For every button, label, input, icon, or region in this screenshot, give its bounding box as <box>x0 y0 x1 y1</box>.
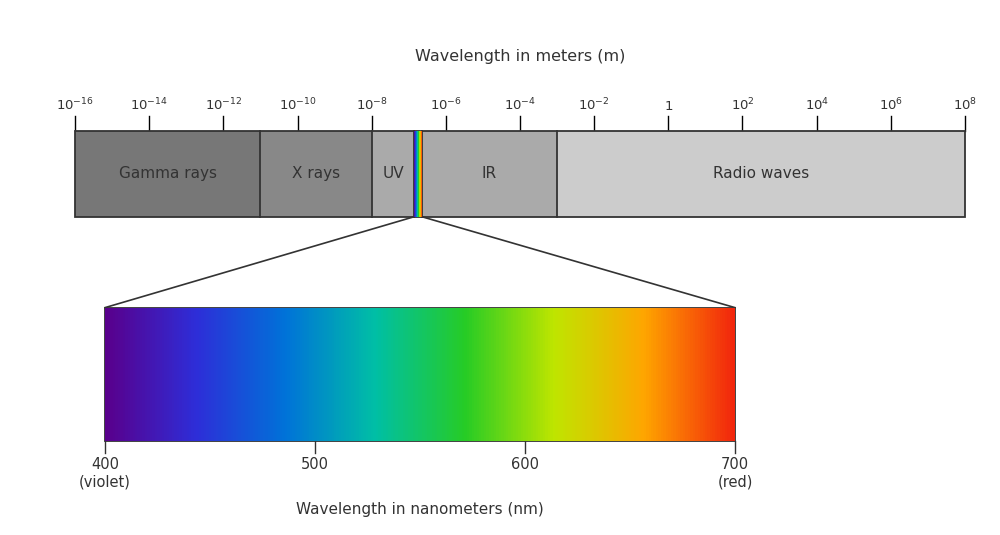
Text: $10^{-8}$: $10^{-8}$ <box>356 97 388 113</box>
Text: $10^{-16}$: $10^{-16}$ <box>56 97 94 113</box>
Bar <box>105 308 735 441</box>
Text: $10^{-14}$: $10^{-14}$ <box>130 97 168 113</box>
Text: 700: 700 <box>721 457 749 472</box>
Text: Wavelength in nanometers (nm): Wavelength in nanometers (nm) <box>296 502 544 517</box>
Bar <box>557 131 965 217</box>
Text: $10^{-4}$: $10^{-4}$ <box>504 97 536 113</box>
Bar <box>260 131 372 217</box>
Text: $10^{6}$: $10^{6}$ <box>879 97 903 113</box>
Text: 600: 600 <box>511 457 539 472</box>
Text: 500: 500 <box>301 457 329 472</box>
Text: X rays: X rays <box>292 166 340 181</box>
Text: UV: UV <box>382 166 404 181</box>
Bar <box>75 131 260 217</box>
Bar <box>422 131 557 217</box>
Text: $10^{2}$: $10^{2}$ <box>731 97 754 113</box>
Bar <box>75 131 965 217</box>
Text: 400: 400 <box>91 457 119 472</box>
Text: Gamma rays: Gamma rays <box>119 166 217 181</box>
Text: $1$: $1$ <box>664 101 673 113</box>
Text: Wavelength in meters (m): Wavelength in meters (m) <box>415 49 625 64</box>
Bar <box>372 131 414 217</box>
Text: $10^{-6}$: $10^{-6}$ <box>430 97 462 113</box>
Text: Visible light: Visible light <box>372 365 468 384</box>
Text: (red): (red) <box>717 475 753 490</box>
Text: Radio waves: Radio waves <box>713 166 809 181</box>
Text: $10^{-10}$: $10^{-10}$ <box>279 97 316 113</box>
Text: IR: IR <box>482 166 497 181</box>
Text: $10^{4}$: $10^{4}$ <box>805 97 829 113</box>
Text: $10^{-12}$: $10^{-12}$ <box>205 97 242 113</box>
Text: $10^{-2}$: $10^{-2}$ <box>578 97 610 113</box>
Text: (violet): (violet) <box>79 475 131 490</box>
Text: $10^{8}$: $10^{8}$ <box>953 97 977 113</box>
